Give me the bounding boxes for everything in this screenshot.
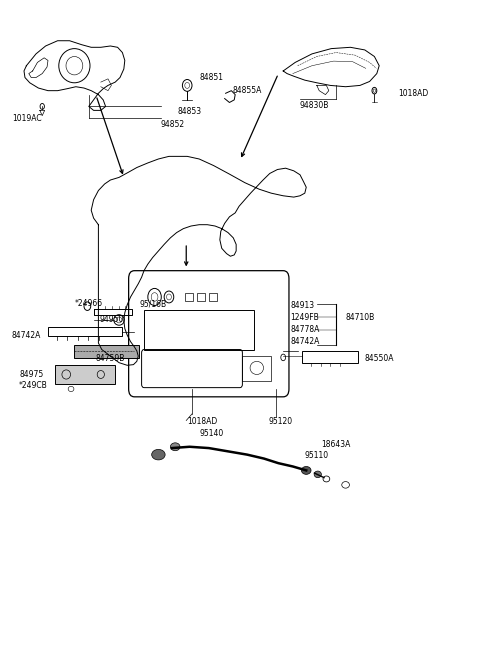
Bar (197, 293, 205, 301)
Text: 95140: 95140 (199, 429, 224, 438)
Text: 95120: 95120 (269, 417, 293, 426)
Bar (185, 293, 193, 301)
Text: 18643A: 18643A (322, 440, 351, 449)
Text: 84550A: 84550A (365, 353, 394, 363)
Bar (144, 310, 254, 350)
Ellipse shape (314, 471, 322, 478)
Text: 1018AD: 1018AD (187, 417, 217, 426)
Text: 84759B: 84759B (95, 353, 124, 363)
Text: 84778A: 84778A (290, 325, 320, 334)
Text: 95/16B: 95/16B (139, 299, 167, 308)
Text: 94852: 94852 (161, 120, 185, 129)
Text: 84851: 84851 (199, 73, 223, 82)
Ellipse shape (170, 443, 180, 451)
Ellipse shape (152, 449, 165, 460)
Bar (209, 293, 217, 301)
Bar (302, 351, 358, 363)
Text: 84855A: 84855A (233, 86, 262, 95)
Bar (242, 356, 271, 381)
Text: *24966: *24966 (74, 299, 103, 308)
Ellipse shape (301, 466, 311, 474)
Text: 84853: 84853 (178, 107, 202, 116)
Text: *249CB: *249CB (19, 381, 48, 390)
Text: 84742A: 84742A (290, 337, 320, 346)
Text: 84742A: 84742A (12, 330, 41, 340)
Text: 1018AD: 1018AD (398, 89, 429, 98)
Text: 1249FB: 1249FB (290, 313, 319, 322)
Bar (48, 327, 122, 336)
Text: 84710B: 84710B (346, 313, 375, 322)
Text: 84913: 84913 (290, 301, 314, 310)
Bar (74, 345, 139, 358)
Bar (55, 365, 115, 384)
Text: 94830B: 94830B (300, 101, 329, 110)
Text: 95110: 95110 (305, 451, 329, 461)
Text: 94950: 94950 (100, 315, 124, 324)
Text: 84975: 84975 (19, 370, 44, 379)
Text: 1019AC: 1019AC (12, 114, 42, 123)
